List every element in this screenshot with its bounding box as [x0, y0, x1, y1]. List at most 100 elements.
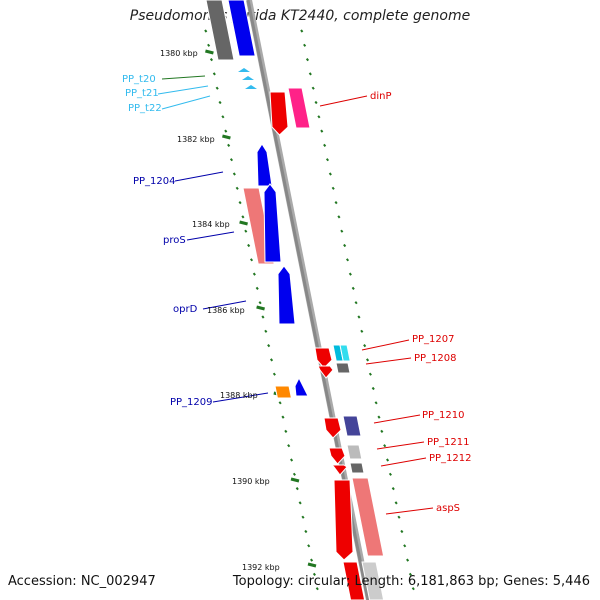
rail-dot-left	[281, 415, 285, 419]
trna-arrow-0	[238, 68, 250, 72]
rail-dot-left	[235, 186, 239, 190]
rail-dot-left	[298, 501, 302, 505]
gene-label-pp-1208[interactable]: PP_1208	[414, 353, 457, 364]
gene-label-pp-t21[interactable]: PP_t21	[125, 88, 159, 99]
gene-label-pp-1209[interactable]: PP_1209	[170, 397, 213, 408]
rail-dot-right	[340, 229, 344, 233]
rail-dot-left	[284, 429, 288, 433]
major-tick	[222, 134, 231, 140]
gene-label-pp-1211[interactable]: PP_1211	[427, 437, 470, 448]
gene-block-grey-1208	[335, 362, 351, 374]
gene-label-pp-t22[interactable]: PP_t22	[128, 103, 162, 114]
gene-block-pp-1212	[330, 464, 348, 476]
gene-block-grey-1212	[349, 462, 365, 474]
rail-dot-left	[307, 544, 311, 548]
rail-dot-right	[348, 272, 352, 276]
label-connector-1	[157, 85, 209, 95]
rail-dot-left	[267, 344, 271, 348]
label-connector-7	[319, 95, 368, 107]
rail-dot-right	[380, 429, 384, 433]
rail-dot-right	[337, 215, 341, 219]
rail-dot-left	[304, 529, 308, 534]
rail-dot-left	[207, 43, 211, 47]
rail-dot-right	[408, 572, 412, 577]
gene-block-pp-1208	[317, 365, 334, 379]
rail-dot-right	[400, 529, 404, 534]
rail-dot-right	[343, 243, 347, 248]
rail-dot-left	[212, 72, 216, 76]
gene-block-grey-1211	[346, 444, 363, 460]
rail-dot-right	[374, 401, 378, 405]
gene-block-pros	[263, 183, 282, 263]
rail-dot-right	[320, 129, 324, 133]
major-tick	[256, 305, 265, 311]
rail-dot-left	[272, 372, 276, 376]
major-tick	[205, 49, 214, 55]
gene-block-pp-1210	[323, 417, 342, 439]
rail-dot-right	[403, 544, 407, 548]
gene-block-bottom-red	[342, 561, 366, 600]
rail-dot-right	[308, 72, 312, 76]
rail-dot-right	[328, 172, 332, 176]
major-tick	[239, 220, 248, 226]
gene-block-top-grey	[205, 0, 235, 61]
major-tick	[290, 477, 300, 483]
rail-dot-left	[247, 243, 251, 248]
rail-dot-left	[278, 401, 282, 405]
gene-block-dinp-pink	[287, 87, 311, 129]
gene-block-bottom-grey	[361, 561, 385, 600]
gene-label-pp-1212[interactable]: PP_1212	[429, 453, 472, 464]
gene-block-asps	[333, 479, 354, 561]
label-connector-2	[161, 95, 211, 110]
rail-dot-right	[303, 43, 307, 47]
gene-block-pp-1204	[256, 143, 273, 187]
gene-label-pp-t20[interactable]: PP_t20	[122, 74, 156, 85]
gene-label-oprd[interactable]: oprD	[173, 304, 198, 315]
rail-dot-right	[323, 143, 327, 147]
label-connector-9	[365, 357, 412, 365]
rail-dot-right	[351, 286, 355, 290]
label-connector-12	[380, 457, 427, 467]
rail-dot-right	[305, 57, 310, 62]
rail-dot-right	[354, 301, 358, 305]
gene-block-pp-1211	[328, 447, 346, 465]
gene-label-pp-1210[interactable]: PP_1210	[422, 410, 465, 421]
rail-dot-right	[360, 329, 364, 333]
rail-dot-right	[388, 472, 392, 476]
label-connector-0	[161, 75, 206, 80]
rail-dot-right	[311, 86, 315, 90]
gene-block-pp-1207	[314, 347, 333, 369]
gene-block-oprd	[277, 265, 296, 325]
rail-dot-left	[289, 458, 294, 462]
rail-dot-right	[385, 458, 390, 462]
rail-dot-left	[312, 572, 316, 577]
rail-dot-left	[269, 358, 274, 362]
rail-dot-left	[232, 172, 236, 176]
rail-dot-left	[258, 301, 262, 305]
rail-dot-left	[241, 215, 245, 219]
rail-dot-left	[218, 100, 222, 105]
gene-label-asps[interactable]: aspS	[436, 503, 460, 514]
gene-block-pp-1210-navy	[342, 415, 362, 437]
rail-dot-right	[377, 415, 381, 419]
gene-block-top-blue	[227, 0, 256, 57]
label-connector-4	[186, 231, 235, 241]
rail-dot-left	[264, 329, 268, 333]
rail-dot-left	[229, 158, 234, 162]
label-connector-5	[202, 300, 247, 310]
rail-dot-right	[334, 201, 338, 205]
rail-dot-right	[365, 358, 370, 362]
gene-label-pp-1207[interactable]: PP_1207	[412, 334, 455, 345]
genome-summary-text: Topology: circular; Length: 6,181,863 bp…	[232, 574, 590, 589]
tick-label-1388: 1388 kbp	[220, 391, 258, 400]
gene-label-dinp[interactable]: dinP	[370, 91, 392, 102]
trna-arrow-2	[245, 85, 257, 89]
rail-dot-right	[371, 386, 375, 391]
gene-label-pros[interactable]: proS	[163, 235, 186, 246]
rail-dot-left	[301, 515, 305, 519]
gene-block-cyan-b	[339, 344, 351, 362]
rail-dot-left	[292, 472, 296, 476]
gene-label-pp-1204[interactable]: PP_1204	[133, 176, 176, 187]
